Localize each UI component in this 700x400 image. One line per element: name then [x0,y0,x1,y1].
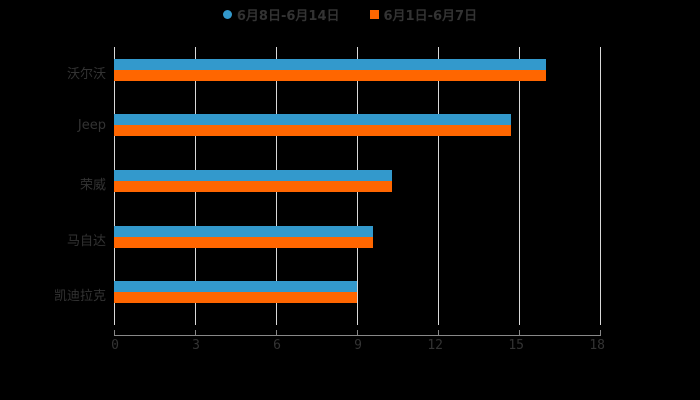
bar-week2[interactable] [114,281,357,293]
chart-legend: 6月8日-6月14日 6月1日-6月7日 [0,4,700,24]
x-axis-line [114,335,600,336]
bar-week1[interactable] [114,125,511,137]
y-category-label: 马自达 [66,233,106,249]
x-tick [357,330,358,336]
legend-label: 6月8日-6月14日 [236,8,340,24]
x-tick-label: 12 [427,338,443,353]
bar-week2[interactable] [114,225,374,237]
bar-week2[interactable] [114,170,393,181]
bar-week2[interactable] [114,114,511,126]
gridline [600,47,601,325]
y-category-label: Jeep [77,118,106,134]
x-tick-label: 9 [354,338,362,353]
bar-week1[interactable] [114,69,546,81]
x-tick [519,330,520,336]
x-tick-label: 15 [508,338,524,353]
legend-circle-icon [222,9,232,19]
y-category-label: 凯迪拉克 [53,289,106,305]
x-tick [438,330,439,336]
x-tick-label: 6 [273,338,281,353]
x-tick-label: 18 [589,338,605,353]
x-tick [114,330,115,336]
x-tick-label: 3 [192,338,200,353]
y-category-label: 荣威 [79,178,106,193]
legend-item-week1[interactable]: 6月1日-6月7日 [369,4,478,24]
y-category-label: 沃尔沃 [66,66,106,82]
legend-square-icon [369,9,379,19]
x-tick [195,330,196,336]
bar-week1[interactable] [114,236,374,248]
gridline [519,47,520,325]
x-tick [276,330,277,336]
legend-label: 6月1日-6月7日 [383,8,478,24]
x-tick [600,330,601,336]
bar-week1[interactable] [114,181,393,192]
gridline [438,47,439,325]
x-tick-label: 0 [111,338,119,353]
bar-week1[interactable] [114,292,357,304]
bar-week2[interactable] [114,58,546,70]
legend-item-week2[interactable]: 6月8日-6月14日 [222,4,340,24]
